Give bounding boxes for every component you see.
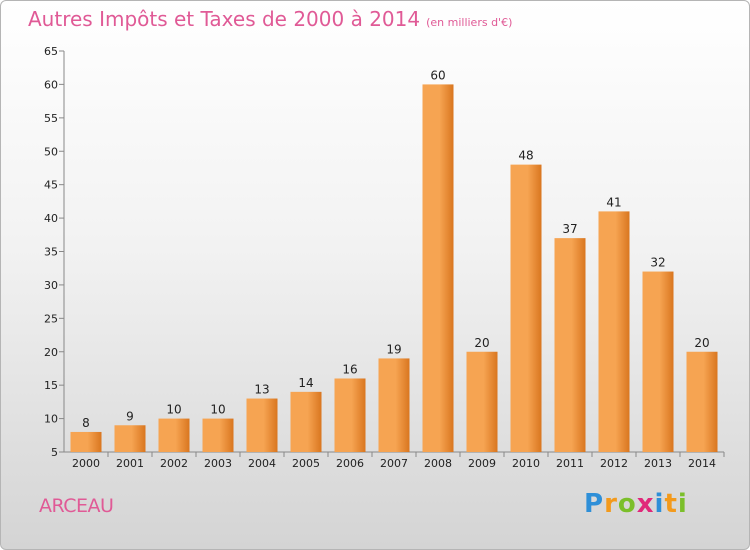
bar-2000 [70,431,102,452]
bar-value-label: 48 [518,149,533,163]
bar-2004 [246,398,278,452]
bar-value-label: 20 [474,336,489,350]
y-tick-label: 35 [44,246,58,259]
bar-2012 [598,211,630,452]
chart-bars [70,84,718,453]
y-tick-label: 15 [44,379,58,392]
bar-2007 [378,358,410,452]
logo-letter: x [636,489,655,519]
y-tick-label: 10 [44,413,58,426]
x-tick-label: 2007 [380,457,408,470]
bar-2013 [642,271,674,452]
chart-title: Autres Impôts et Taxes de 2000 à 2014 (en… [28,7,512,31]
y-tick-label: 55 [44,112,58,125]
x-tick-label: 2002 [160,457,188,470]
x-tick-label: 2008 [424,457,452,470]
bar-2005 [290,391,322,452]
y-tick-label: 60 [44,78,58,91]
x-tick-label: 2006 [336,457,364,470]
x-tick-label: 2010 [512,457,540,470]
x-tick-label: 2004 [248,457,276,470]
x-tick-label: 2003 [204,457,232,470]
x-tick-label: 2011 [556,457,584,470]
logo-letter: P [584,489,605,519]
bar-value-label: 41 [606,195,621,209]
bar-value-label: 60 [430,68,445,82]
bar-value-label: 9 [126,409,134,423]
x-tick-label: 2001 [116,457,144,470]
bar-value-label: 13 [254,383,269,397]
proxiti-logo: Proxiti [584,489,688,519]
bar-value-label: 14 [298,376,313,390]
chart-title-unit: (en milliers d'€) [426,16,513,29]
y-tick-label: 5 [51,446,58,459]
bar-2003 [202,418,234,452]
logo-letter: r [604,489,618,519]
bar-2014 [686,351,718,452]
y-tick-label: 30 [44,279,58,292]
logo-letter: i [677,489,688,519]
bar-value-label: 10 [166,403,181,417]
logo-letter: o [617,489,637,519]
bar-value-label: 16 [342,362,357,376]
x-tick-label: 2009 [468,457,496,470]
y-tick-label: 65 [44,45,58,58]
logo-letter: t [664,489,678,519]
bar-2010 [510,164,542,452]
y-tick-label: 45 [44,179,58,192]
bar-value-label: 32 [650,256,665,270]
bar-2001 [114,425,146,452]
y-tick-label: 25 [44,312,58,325]
x-tick-label: 2000 [72,457,100,470]
bar-value-label: 37 [562,222,577,236]
bar-value-label: 10 [210,403,225,417]
bar-2002 [158,418,190,452]
bar-2011 [554,238,586,452]
y-tick-label: 40 [44,212,58,225]
bar-2009 [466,351,498,452]
bar-2008 [422,84,454,453]
chart-title-text: Autres Impôts et Taxes de 2000 à 2014 [28,7,421,31]
y-tick-label: 50 [44,145,58,158]
place-name: ARCEAU [39,495,114,517]
chart-labels: 8 2000 9 2001 10 2002 10 2003 13 2004 14 2005 16 2006… [72,68,716,470]
bar-2006 [334,378,366,452]
bar-value-label: 20 [694,336,709,350]
bar-value-label: 8 [82,416,90,430]
x-tick-label: 2013 [644,457,672,470]
bar-value-label: 19 [386,342,401,356]
x-tick-label: 2014 [688,457,716,470]
y-tick-label: 20 [44,346,58,359]
x-tick-label: 2012 [600,457,628,470]
x-tick-label: 2005 [292,457,320,470]
logo-letter: i [654,489,665,519]
